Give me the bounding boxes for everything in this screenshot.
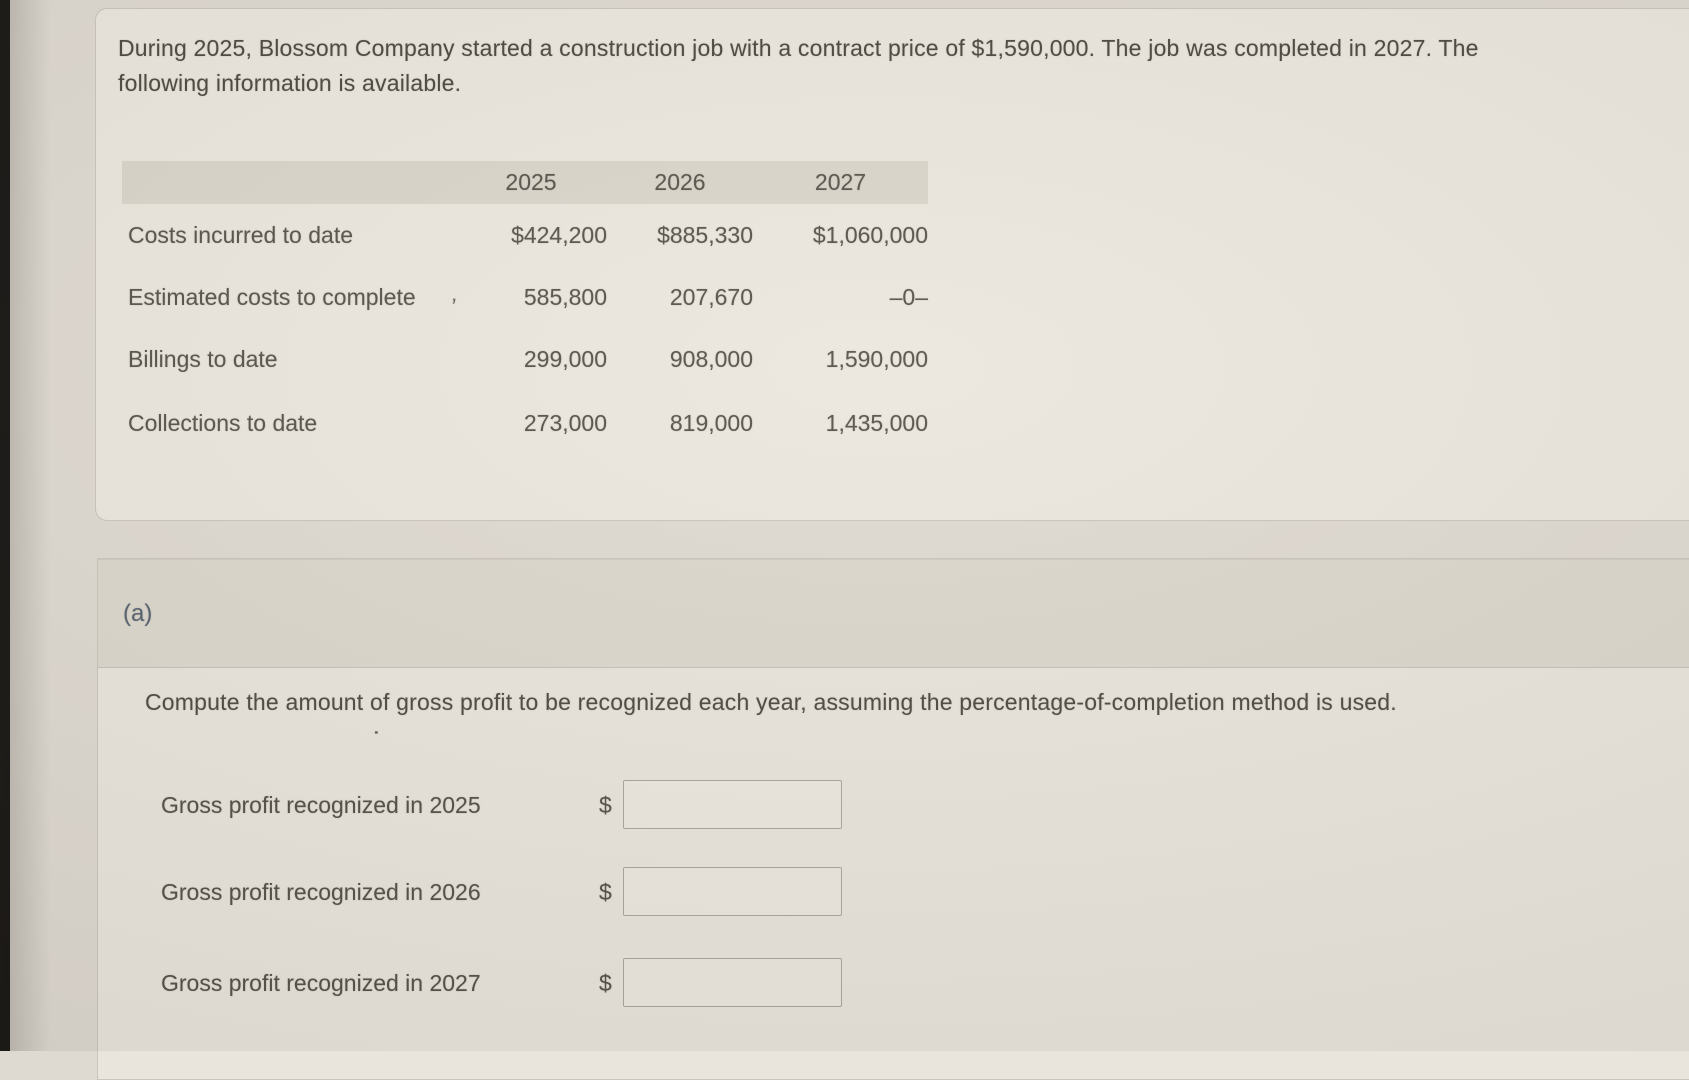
part-a-header: (a) [98, 559, 1689, 668]
problem-card: During 2025, Blossom Company started a c… [95, 8, 1689, 521]
screen-edge-strip [0, 0, 10, 1051]
table-cell: 908,000 [669, 346, 753, 372]
currency-symbol: $ [599, 879, 612, 905]
stray-dot: ˙ [373, 729, 380, 751]
currency-symbol: $ [599, 970, 612, 996]
construction-data-table: 2025 2026 2027 Costs incurred to date $4… [122, 161, 928, 455]
gross-profit-2026-input[interactable] [623, 867, 842, 916]
problem-statement-line-2: following information is available. [118, 70, 462, 96]
part-label: (a) [123, 599, 153, 627]
column-header-2026: 2026 [607, 161, 753, 204]
instruction-text: Compute the amount of gross profit to be… [145, 689, 1397, 715]
problem-statement-line-1: During 2025, Blossom Company started a c… [118, 35, 1479, 61]
table-cell: $885,330 [657, 221, 753, 248]
answer-label-2025: Gross profit recognized in 2025 [161, 792, 481, 818]
table-cell: $1,060,000 [812, 221, 928, 248]
table-cell: 207,670 [669, 283, 753, 310]
row-label-estimated-costs: Estimated costs to complete [128, 283, 416, 310]
part-a-body: Compute the amount of gross profit to be… [98, 667, 1689, 1079]
table-cell: 819,000 [669, 409, 753, 436]
problem-statement: During 2025, Blossom Company started a c… [118, 31, 1598, 101]
row-label-collections: Collections to date [128, 409, 318, 436]
answer-row-2026: Gross profit recognized in 2026 $ [161, 866, 1689, 919]
part-a-card: (a) Compute the amount of gross profit t… [97, 558, 1689, 1080]
row-label-billings: Billings to date [128, 346, 278, 372]
answer-label-2027: Gross profit recognized in 2027 [161, 970, 481, 996]
answer-label-2026: Gross profit recognized in 2026 [161, 879, 481, 905]
table-cell: 585,800 [523, 283, 607, 310]
table-cell: 1,435,000 [825, 409, 928, 436]
row-label-costs-incurred: Costs incurred to date [128, 221, 354, 248]
column-header-2025: 2025 [455, 161, 607, 204]
table-header-blank [122, 161, 455, 204]
currency-symbol: $ [599, 792, 612, 818]
answer-row-2025: Gross profit recognized in 2025 $ [161, 779, 1689, 832]
gross-profit-2025-input[interactable] [623, 780, 842, 829]
column-header-2027: 2027 [753, 161, 928, 204]
table-cell: 273,000 [523, 409, 607, 436]
gross-profit-2027-input[interactable] [623, 958, 842, 1007]
table-cell: $424,200 [511, 221, 607, 248]
table-cell: 1,590,000 [825, 346, 928, 372]
answer-row-2027: Gross profit recognized in 2027 $ [161, 957, 1689, 1010]
table-cell: –0– [889, 283, 928, 310]
table-cell: 299,000 [523, 346, 607, 372]
